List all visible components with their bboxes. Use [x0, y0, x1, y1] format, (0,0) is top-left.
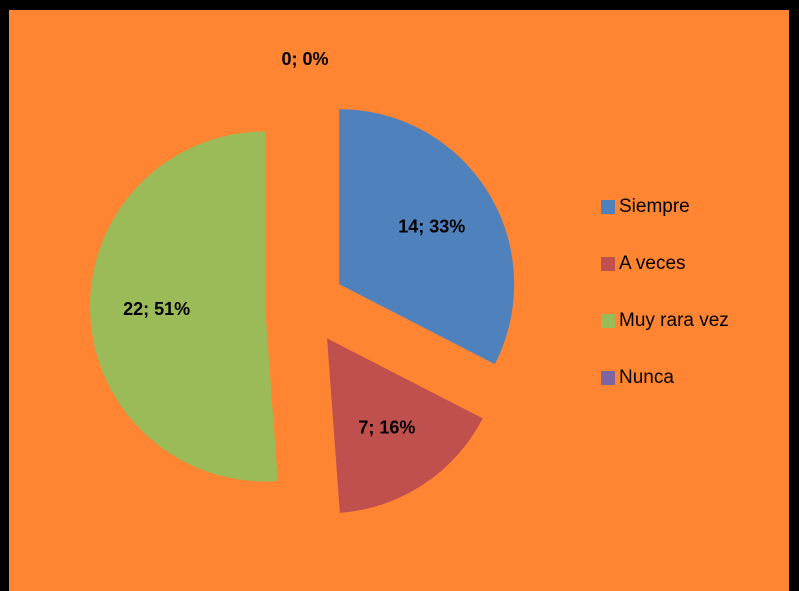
legend-swatch	[601, 314, 615, 328]
pie-slice	[327, 338, 483, 513]
data-label: 0; 0%	[281, 49, 328, 69]
legend-label: Siempre	[619, 196, 690, 217]
pie-slice	[90, 131, 278, 482]
legend-swatch	[601, 371, 615, 385]
data-label: 7; 16%	[358, 418, 415, 438]
data-label: 22; 51%	[123, 299, 190, 319]
legend-swatch	[601, 257, 615, 271]
pie-slice	[339, 109, 515, 365]
legend-label: Muy rara vez	[619, 310, 729, 331]
legend-label: Nunca	[619, 367, 674, 388]
data-label: 14; 33%	[398, 216, 465, 236]
legend-swatch	[601, 200, 615, 214]
legend-label: A veces	[619, 253, 686, 274]
